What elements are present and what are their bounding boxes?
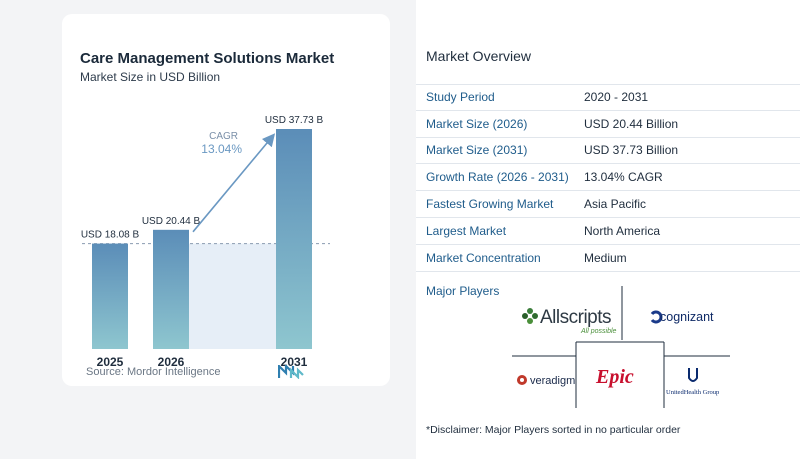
overview-row-market-size-2031: Market Size (2031) USD 37.73 Billion bbox=[416, 138, 800, 165]
overview-row-market-size-2026: Market Size (2026) USD 20.44 Billion bbox=[416, 111, 800, 138]
bar-value-label-2026: USD 20.44 B bbox=[142, 216, 201, 227]
cagr-label: CAGR bbox=[209, 131, 238, 142]
x-tick-label-2026: 2026 bbox=[158, 355, 185, 369]
epic-name: Epic bbox=[595, 366, 634, 388]
row-value: North America bbox=[584, 223, 661, 238]
bar-2031 bbox=[276, 129, 312, 349]
major-players-title: Major Players bbox=[426, 284, 500, 298]
row-value: USD 37.73 Billion bbox=[584, 143, 679, 158]
row-value: Asia Pacific bbox=[584, 197, 647, 212]
cognizant-name: cognizant bbox=[660, 310, 714, 324]
row-label: Market Concentration bbox=[426, 250, 541, 265]
row-label: Market Size (2026) bbox=[426, 116, 528, 131]
row-value: 2020 - 2031 bbox=[584, 90, 649, 105]
disclaimer-note: *Disclaimer: Major Players sorted in no … bbox=[426, 424, 681, 436]
unitedhealth-name: UnitedHealth Group bbox=[666, 389, 719, 396]
row-label: Study Period bbox=[426, 90, 495, 105]
row-label: Fastest Growing Market bbox=[426, 197, 554, 212]
market-overview-panel: Market Overview Study Period 2020 - 2031… bbox=[416, 0, 800, 459]
epic-logo: Epic bbox=[595, 366, 634, 388]
reference-band bbox=[189, 243, 276, 349]
row-label: Largest Market bbox=[426, 223, 507, 238]
allscripts-logo: Allscripts All possible bbox=[522, 307, 617, 335]
chart-card: Care Management Solutions Market Market … bbox=[62, 14, 390, 386]
overview-row-growth-rate: Growth Rate (2026 - 2031) 13.04% CAGR bbox=[416, 164, 800, 192]
cagr-arrow bbox=[192, 133, 276, 233]
row-value: Medium bbox=[584, 250, 627, 265]
cognizant-logo: cognizant bbox=[650, 310, 714, 324]
chart-subtitle: Market Size in USD Billion bbox=[80, 70, 221, 84]
unitedhealth-logo: UnitedHealth Group bbox=[666, 368, 719, 396]
bar-2025 bbox=[92, 243, 128, 349]
overview-row-market-concentration: Market Concentration Medium bbox=[416, 245, 800, 272]
bar-value-label-2031: USD 37.73 B bbox=[265, 115, 324, 126]
overview-row-study-period: Study Period 2020 - 2031 bbox=[416, 84, 800, 111]
row-value: USD 20.44 Billion bbox=[584, 116, 679, 131]
cagr-value: 13.04% bbox=[201, 142, 242, 156]
x-tick-label-2025: 2025 bbox=[97, 355, 124, 369]
mordor-intelligence-logo bbox=[278, 365, 304, 379]
bar-value-label-2025: USD 18.08 B bbox=[81, 230, 140, 241]
row-label: Growth Rate (2026 - 2031) bbox=[426, 170, 569, 185]
bar-chart: USD 18.08 B 2025 USD 20.44 B 2026 USD 37.73 … bbox=[81, 115, 330, 369]
major-players-grid: Allscripts All possible cognizant veradi… bbox=[512, 286, 730, 408]
chart-title: Care Management Solutions Market bbox=[80, 50, 335, 67]
allscripts-tagline: All possible bbox=[580, 328, 617, 335]
veradigm-logo: veradigm bbox=[517, 375, 575, 387]
row-value: 13.04% CAGR bbox=[584, 170, 663, 185]
x-tick-label-2031: 2031 bbox=[281, 355, 308, 369]
bar-2026 bbox=[153, 229, 189, 349]
veradigm-name: veradigm bbox=[530, 375, 575, 387]
source-note: Source: Mordor Intelligence bbox=[86, 366, 221, 378]
overview-title: Market Overview bbox=[426, 48, 532, 64]
row-label: Market Size (2031) bbox=[426, 143, 528, 158]
overview-row-fastest-growing: Fastest Growing Market Asia Pacific bbox=[416, 191, 800, 218]
allscripts-name: Allscripts bbox=[540, 307, 611, 328]
overview-table: Study Period 2020 - 2031 Market Size (20… bbox=[416, 84, 800, 272]
overview-row-largest-market: Largest Market North America bbox=[416, 218, 800, 245]
